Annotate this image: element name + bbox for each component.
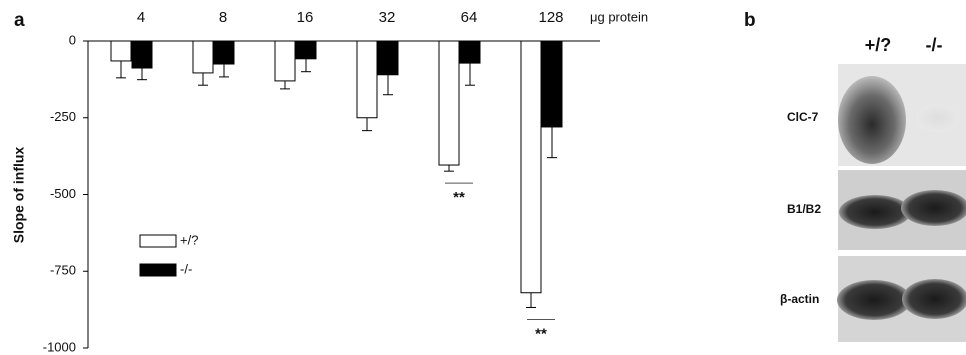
annotation: ** — [453, 189, 465, 206]
blot-band — [839, 195, 911, 229]
y-tick-label: -500 — [50, 186, 76, 201]
x-tick-label: 128 — [538, 9, 563, 26]
figure: a Slope of influx μg protein b +/? -/- C… — [0, 0, 966, 355]
bar — [193, 41, 213, 73]
bar — [132, 41, 152, 68]
blot-band — [901, 190, 966, 226]
bar — [357, 41, 377, 118]
y-axis-title: Slope of influx — [11, 147, 27, 244]
bar — [296, 41, 316, 59]
panel-label: b — [744, 10, 756, 31]
lane-label: +/? — [865, 35, 892, 55]
blot: b +/? -/- ClC-7 B1/B2 β-actin — [744, 10, 966, 342]
y-tick-label: -750 — [50, 263, 76, 278]
legend-swatch — [140, 235, 176, 247]
bar — [111, 41, 131, 61]
row-label: β-actin — [780, 292, 819, 306]
x-tick-label: 16 — [297, 9, 314, 26]
bar — [542, 41, 562, 127]
annotation: ** — [535, 325, 547, 342]
bar — [275, 41, 295, 81]
blot-band — [838, 76, 906, 164]
bar — [214, 41, 234, 64]
blot-band — [837, 280, 911, 320]
x-tick-label: 64 — [461, 9, 478, 26]
lane-label: -/- — [926, 35, 943, 55]
row-label: B1/B2 — [787, 202, 821, 216]
row-label: ClC-7 — [787, 110, 819, 124]
bar — [439, 41, 459, 165]
legend-label: -/- — [180, 261, 192, 276]
bar — [521, 41, 541, 293]
bar — [378, 41, 398, 75]
y-tick-label: -1000 — [43, 339, 76, 354]
x-tick-label: 4 — [137, 9, 145, 26]
x-axis-title: μg protein — [590, 9, 648, 24]
blot-band — [902, 279, 966, 319]
legend-label: +/? — [180, 232, 198, 247]
legend-swatch — [140, 264, 176, 276]
y-tick-label: -250 — [50, 109, 76, 124]
x-tick-label: 8 — [219, 9, 227, 26]
x-tick-label: 32 — [379, 9, 396, 26]
y-tick-label: 0 — [69, 32, 76, 47]
bar — [460, 41, 480, 63]
blot-band — [916, 104, 960, 132]
panel-label: a — [14, 10, 25, 31]
